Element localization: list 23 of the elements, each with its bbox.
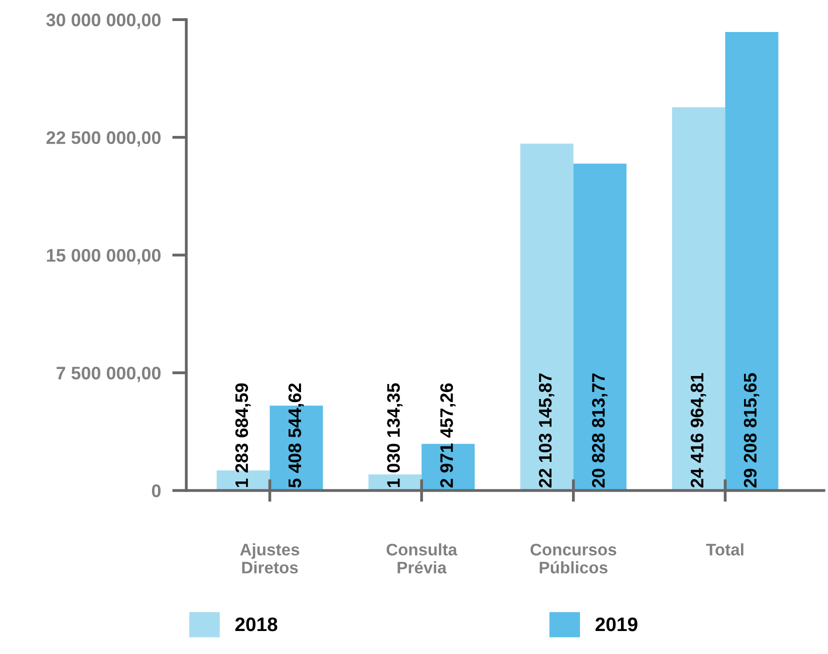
bar	[520, 144, 574, 490]
data-label: 24 416 964,81	[690, 373, 706, 488]
y-tick-label: 22 500 000,00	[46, 131, 161, 147]
x-tick-label: Consulta Prévia	[386, 543, 458, 574]
legend-label: 2018	[235, 617, 278, 632]
bar	[672, 107, 726, 490]
x-tick-label: Ajustes Diretos	[240, 543, 300, 574]
data-label: 29 208 815,65	[744, 373, 760, 488]
y-tick-label: 7 500 000,00	[56, 366, 161, 382]
x-tick-label: Concursos Públicos	[530, 544, 616, 574]
bar	[573, 164, 627, 490]
y-tick-label: 15 000 000,00	[46, 248, 161, 264]
x-tick-label: Total	[706, 543, 744, 556]
data-label: 1 283 684,59	[235, 383, 251, 488]
data-label: 20 828 813,77	[592, 373, 608, 488]
bar	[725, 32, 778, 490]
data-label: 5 408 544,62	[288, 383, 304, 488]
legend-label: 2019	[596, 617, 638, 632]
data-label: 1 030 134,35	[387, 383, 402, 488]
data-label: 2 971 457,26	[440, 383, 456, 488]
y-tick-label: 0	[152, 484, 161, 498]
data-label: 22 103 145,87	[538, 373, 554, 488]
y-tick-label: 30 000 000,00	[46, 14, 161, 29]
